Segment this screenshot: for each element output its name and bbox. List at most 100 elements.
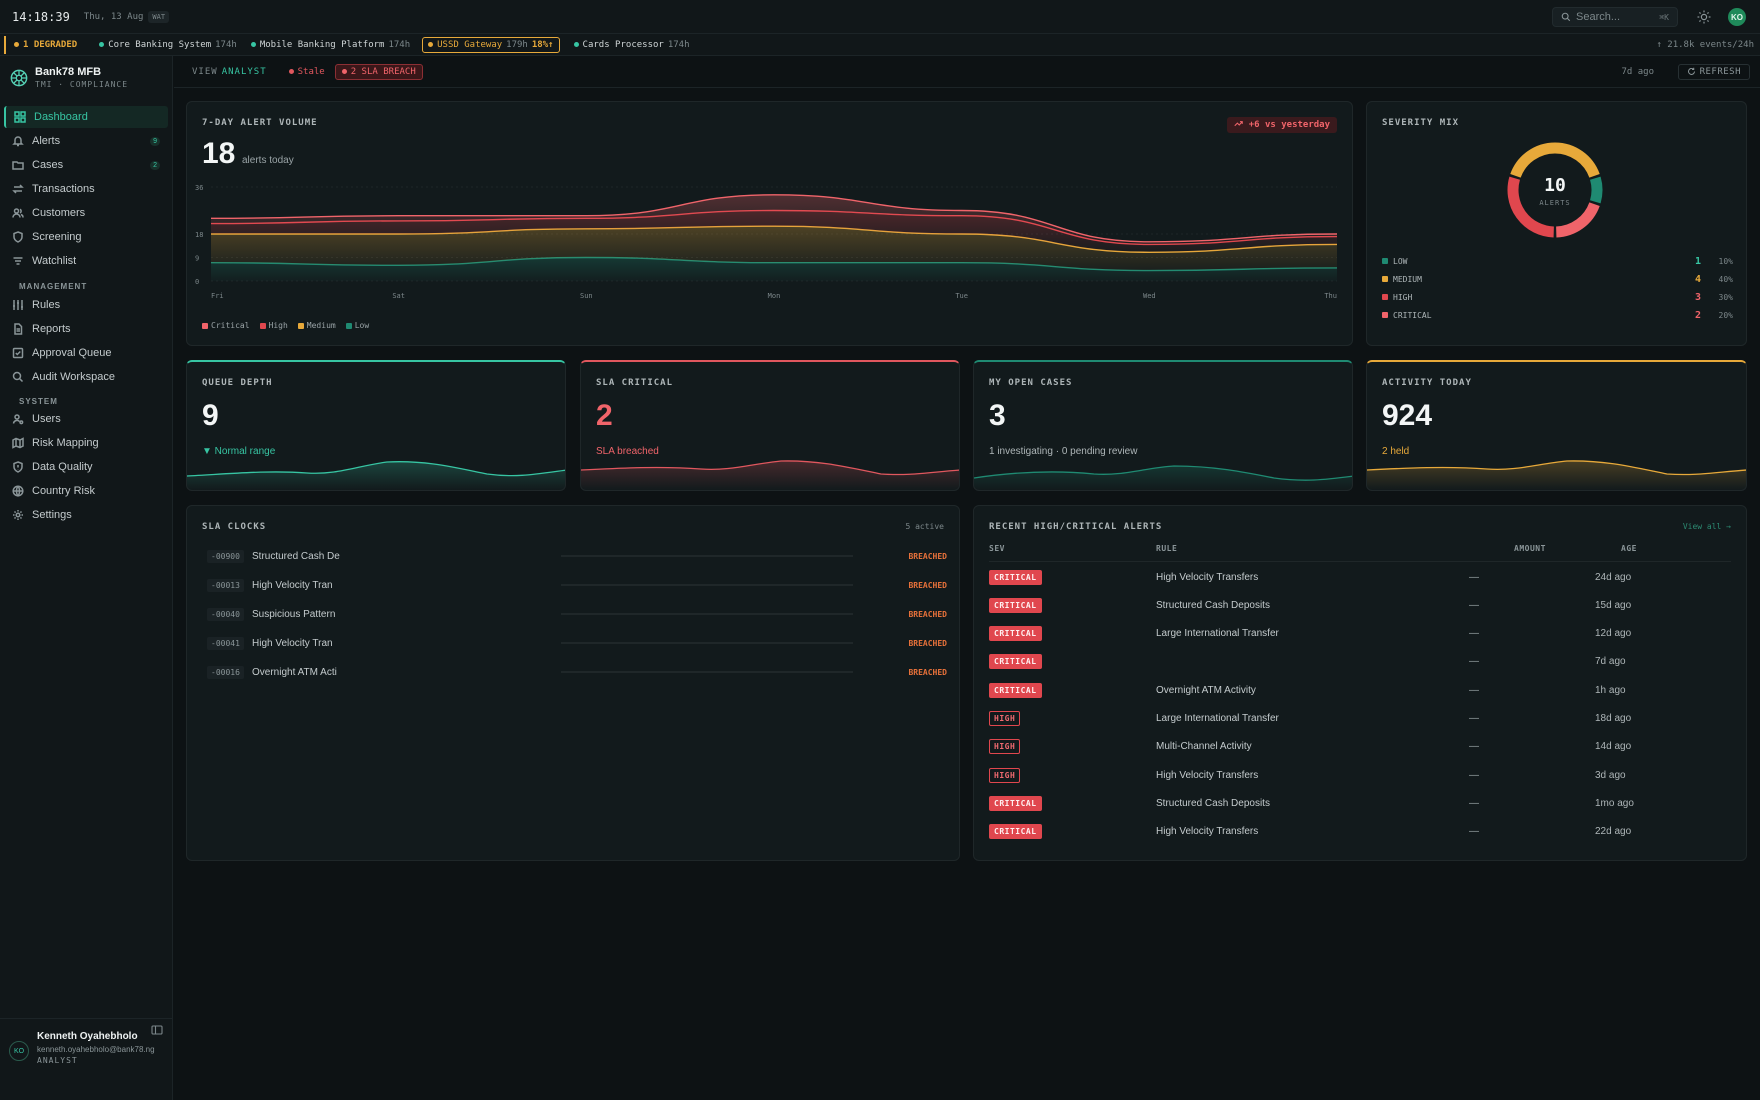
- table-row[interactable]: CRITICAL High Velocity Transfers — 22d ago: [989, 824, 1733, 840]
- table-row[interactable]: CRITICAL Structured Cash Deposits — 15d ago: [989, 597, 1733, 613]
- nav-label: Rules: [32, 299, 61, 311]
- case-id: -00040: [207, 607, 244, 621]
- brand[interactable]: Bank78 MFB TMI · COMPLIANCE: [10, 66, 128, 89]
- sla-status: BREACHED: [908, 551, 947, 561]
- kpi-queue-depth[interactable]: QUEUE DEPTH 9 ▼ Normal range: [186, 360, 566, 491]
- last-updated: 7d ago: [1621, 66, 1654, 77]
- table-row[interactable]: CRITICAL Structured Cash Deposits — 1mo ago: [989, 795, 1733, 811]
- nav-country-risk[interactable]: Country Risk: [4, 480, 168, 502]
- nav-label: Data Quality: [32, 461, 93, 473]
- service-name: Core Banking System: [108, 39, 212, 50]
- brand-name: Bank78 MFB: [35, 66, 102, 78]
- table-row[interactable]: HIGH Multi-Channel Activity — 14d ago: [989, 739, 1733, 755]
- user-cog-icon: [12, 414, 24, 425]
- column-header-sev[interactable]: SEV: [989, 544, 1005, 553]
- table-row[interactable]: CRITICAL High Velocity Transfers — 24d ago: [989, 569, 1733, 585]
- rule-cell: Overnight ATM Activity: [1156, 684, 1256, 696]
- nav-watchlist[interactable]: Watchlist: [4, 250, 168, 272]
- nav-label: Transactions: [32, 183, 95, 195]
- nav-transactions[interactable]: Transactions: [4, 178, 168, 200]
- amount-cell: —: [1469, 797, 1479, 809]
- table-row[interactable]: HIGH High Velocity Transfers — 3d ago: [989, 767, 1733, 783]
- nav-reports[interactable]: Reports: [4, 318, 168, 340]
- donut-slice-medium[interactable]: [1510, 142, 1600, 178]
- nav-customers[interactable]: Customers: [4, 202, 168, 224]
- sliders-icon: [13, 300, 23, 310]
- view-all-link[interactable]: View all →: [1682, 522, 1731, 531]
- donut-slice-high[interactable]: [1507, 176, 1555, 238]
- card-title: 7-DAY ALERT VOLUME: [202, 118, 318, 128]
- degraded-indicator[interactable]: 1 DEGRADED: [4, 35, 85, 54]
- column-header-amount[interactable]: AMOUNT: [1514, 544, 1546, 553]
- service-mobile-banking[interactable]: Mobile Banking Platform 174h: [250, 40, 410, 50]
- service-core-banking[interactable]: Core Banking System 174h: [99, 40, 237, 50]
- nav-alerts[interactable]: Alerts 9: [4, 130, 168, 152]
- y-tick-label: 9: [195, 255, 199, 263]
- check-square-icon: [12, 347, 24, 359]
- sidebar-collapse-icon[interactable]: [151, 1024, 163, 1036]
- severity-donut-chart: [1507, 142, 1603, 238]
- legend-low[interactable]: Low: [345, 321, 369, 330]
- kpi-activity-today[interactable]: ACTIVITY TODAY 924 2 held: [1366, 360, 1747, 491]
- user-profile[interactable]: KO Kenneth Oyahebholo kenneth.oyahebholo…: [0, 1018, 173, 1068]
- sla-row[interactable]: -00900 Structured Cash De BREACHED: [207, 548, 947, 564]
- table-row[interactable]: CRITICAL Large International Transfer — 12d…: [989, 626, 1733, 642]
- donut-slice-critical[interactable]: [1555, 202, 1600, 238]
- nav-cases[interactable]: Cases 2: [4, 154, 168, 176]
- nav-approval-queue[interactable]: Approval Queue: [4, 342, 168, 364]
- severity-badge: CRITICAL: [989, 824, 1042, 840]
- nav-screening[interactable]: Screening: [4, 226, 168, 248]
- sla-row[interactable]: -00040 Suspicious Pattern BREACHED: [207, 606, 947, 622]
- service-cards-processor[interactable]: Cards Processor 174h: [573, 40, 690, 50]
- sla-breach-badge[interactable]: 2 SLA BREACH: [334, 63, 423, 80]
- nav-audit-workspace[interactable]: Audit Workspace: [4, 366, 168, 388]
- nav-users[interactable]: Users: [4, 408, 168, 430]
- status-dot: [99, 42, 105, 47]
- kpi-my-open-cases[interactable]: MY OPEN CASES 3 1 investigating · 0 pend…: [973, 360, 1353, 491]
- alert-volume-card: 7-DAY ALERT VOLUME 18 alerts today +6 vs…: [186, 101, 1353, 346]
- nav-label: Audit Workspace: [32, 371, 115, 383]
- series-line-critical: [210, 194, 1338, 243]
- severity-row-critical: CRITICAL 2 20%: [1382, 308, 1733, 322]
- column-header-age[interactable]: AGE: [1621, 544, 1637, 553]
- card-title: ACTIVITY TODAY: [1382, 378, 1472, 388]
- sparkline: [1367, 460, 1746, 490]
- kpi-sla-critical[interactable]: SLA CRITICAL 2 SLA breached: [580, 360, 960, 491]
- avatar[interactable]: KO: [1728, 8, 1746, 26]
- status-dot: [250, 42, 256, 47]
- service-ussd-gateway[interactable]: USSD Gateway 179h 18%↑: [422, 36, 560, 53]
- legend-high[interactable]: High: [259, 321, 288, 330]
- refresh-button[interactable]: REFRESH: [1677, 63, 1750, 80]
- kpi-value: 3: [989, 399, 1006, 432]
- nav-label: Watchlist: [32, 255, 77, 267]
- service-degradation: 18%↑: [531, 39, 554, 50]
- map-icon: [12, 437, 24, 449]
- sla-row[interactable]: -00016 Overnight ATM Acti BREACHED: [207, 664, 947, 680]
- series-line-medium: [211, 225, 1338, 253]
- sun-icon[interactable]: [1696, 9, 1712, 25]
- search-input[interactable]: Search... ⌘K: [1552, 7, 1678, 27]
- user-role: ANALYST: [37, 1056, 78, 1065]
- avatar: KO: [9, 1041, 29, 1061]
- trend-badge: +6 vs yesterday: [1227, 117, 1337, 133]
- sla-status: BREACHED: [908, 638, 947, 648]
- nav-data-quality[interactable]: Data Quality: [4, 456, 168, 478]
- nav-risk-mapping[interactable]: Risk Mapping: [4, 432, 168, 454]
- table-row[interactable]: CRITICAL — 7d ago: [989, 654, 1733, 670]
- legend-critical[interactable]: Critical: [202, 321, 250, 330]
- table-row[interactable]: CRITICAL Overnight ATM Activity — 1h ago: [989, 682, 1733, 698]
- nav-label: Customers: [32, 207, 86, 219]
- column-header-rule[interactable]: RULE: [1156, 544, 1178, 553]
- sla-row[interactable]: -00041 High Velocity Tran BREACHED: [207, 635, 947, 651]
- nav-rules[interactable]: Rules: [4, 294, 168, 316]
- sla-row[interactable]: -00013 High Velocity Tran BREACHED: [207, 577, 947, 593]
- nav-dashboard[interactable]: Dashboard: [4, 106, 168, 128]
- legend-medium[interactable]: Medium: [297, 321, 336, 330]
- view-selector[interactable]: ANALYST: [221, 66, 267, 77]
- severity-row-low: LOW 1 10%: [1382, 254, 1733, 268]
- table-row[interactable]: HIGH Large International Transfer — 18d ago: [989, 711, 1733, 727]
- donut-slice-low[interactable]: [1589, 176, 1603, 204]
- case-id: -00016: [207, 665, 244, 679]
- severity-badge: CRITICAL: [989, 597, 1042, 613]
- nav-settings[interactable]: Settings: [4, 504, 168, 526]
